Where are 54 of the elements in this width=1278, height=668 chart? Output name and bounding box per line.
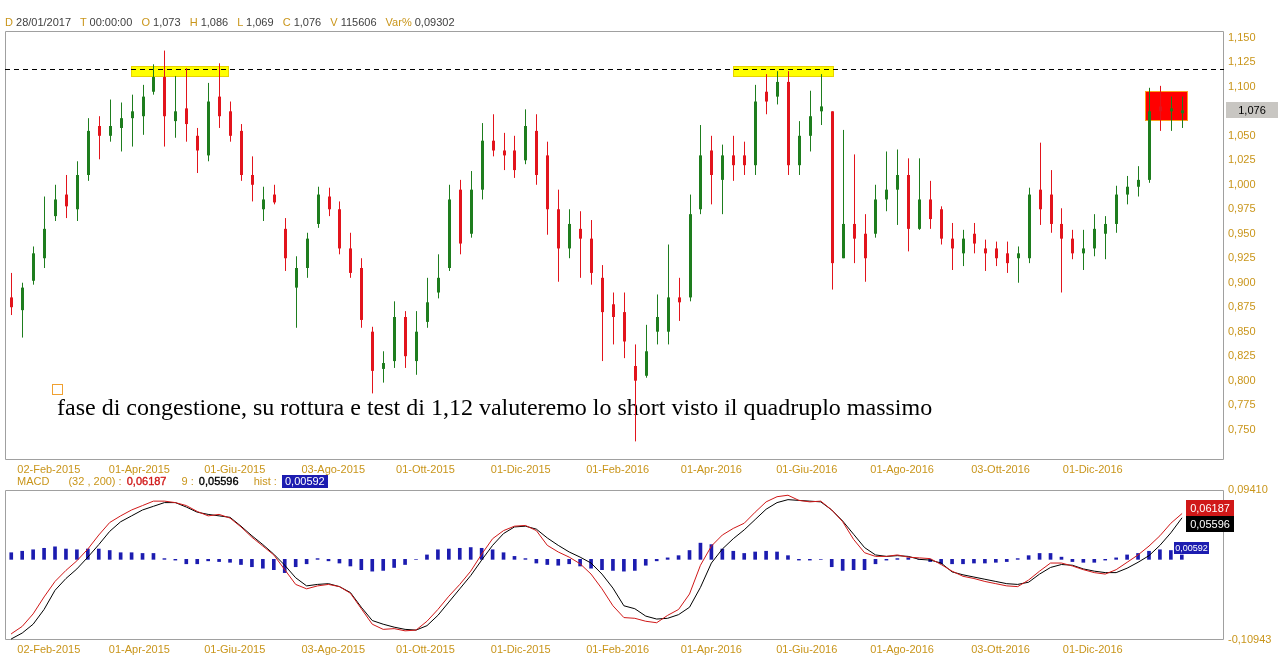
x-tick-label: 01-Dic-2016 <box>1062 462 1123 475</box>
x-tick-label: 01-Giu-2015 <box>204 642 266 655</box>
y-tick-label: 0,09410 <box>1228 483 1268 496</box>
x-tick-label: 03-Ago-2015 <box>301 642 365 655</box>
x-tick-label: 01-Ott-2015 <box>396 462 455 475</box>
legend-label: hist : <box>253 475 277 488</box>
x-tick-label: 01-Ago-2016 <box>870 462 934 475</box>
y-tick-label: 1,100 <box>1228 79 1256 92</box>
x-tick-label: 03-Ott-2016 <box>971 462 1030 475</box>
x-tick-label: 01-Feb-2016 <box>586 642 650 655</box>
y-tick-label: 0,800 <box>1228 373 1256 386</box>
y-tick-label: 1,150 <box>1228 30 1256 43</box>
x-tick-label: 02-Feb-2015 <box>17 642 81 655</box>
x-tick-label: 01-Dic-2016 <box>1062 642 1123 655</box>
x-tick-label: 01-Apr-2015 <box>108 462 170 475</box>
data-label: 0,06187 <box>1190 501 1230 514</box>
x-tick-label: 01-Apr-2016 <box>680 642 742 655</box>
y-tick-label: 0,850 <box>1228 324 1256 337</box>
data-label: 0,05596 <box>1190 517 1230 530</box>
y-tick-label: 0,900 <box>1228 275 1256 288</box>
text: 0,00592 <box>284 475 325 487</box>
text: 1,076 <box>1238 103 1266 116</box>
x-tick-label: 02-Feb-2015 <box>17 462 81 475</box>
x-tick-label: 03-Ago-2015 <box>301 462 365 475</box>
legend-title: MACD <box>17 475 50 488</box>
y-tick-label: 0,750 <box>1228 422 1256 435</box>
y-tick-label: 0,825 <box>1228 349 1256 362</box>
x-tick-label: 01-Ott-2015 <box>396 642 455 655</box>
y-tick-label: 1,050 <box>1228 128 1256 141</box>
data-label: 0,00592 <box>1175 542 1208 553</box>
x-tick-label: 01-Feb-2016 <box>586 462 650 475</box>
x-tick-label: 01-Giu-2015 <box>204 462 266 475</box>
x-tick-label: 01-Dic-2015 <box>490 462 551 475</box>
y-tick-label: 0,950 <box>1228 226 1256 239</box>
x-tick-label: 01-Ago-2016 <box>870 642 934 655</box>
x-tick-label: 03-Ott-2016 <box>971 642 1030 655</box>
text: 0,05596 <box>198 475 239 487</box>
y-tick-label: 0,775 <box>1228 398 1256 411</box>
x-tick-label: 01-Apr-2016 <box>680 462 742 475</box>
x-tick-label: 01-Giu-2016 <box>776 462 838 475</box>
series-label: 9 : <box>181 475 194 488</box>
text: (32 , 200) : <box>68 475 122 488</box>
x-tick-label: 01-Giu-2016 <box>776 642 838 655</box>
x-tick-label: 01-Dic-2015 <box>490 642 551 655</box>
text: 0,06187 <box>126 475 167 487</box>
text: D 28/01/2017 T 00:00:00 O 1,073 H 1,086 L 1,069 C 1,076 V 115606 Var% 0,09302 <box>5 16 455 28</box>
y-tick-label: 0,925 <box>1228 251 1256 264</box>
y-tick-label: -0,10943 <box>1228 633 1272 646</box>
y-tick-label: 1,000 <box>1228 177 1256 190</box>
y-tick-label: 0,975 <box>1228 202 1256 215</box>
y-tick-label: 1,025 <box>1228 153 1256 166</box>
y-tick-label: 0,875 <box>1228 300 1256 313</box>
x-tick-label: 01-Apr-2015 <box>108 642 170 655</box>
y-tick-label: 1,125 <box>1228 55 1256 68</box>
